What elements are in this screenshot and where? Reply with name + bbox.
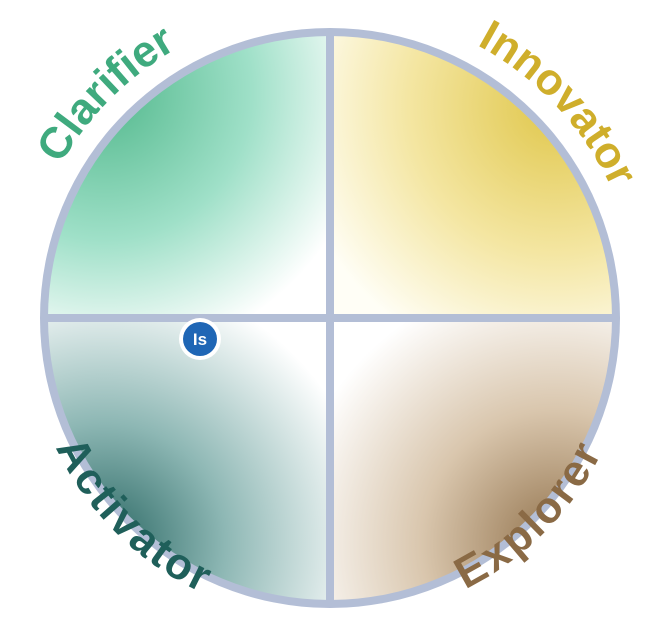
position-marker: Is <box>179 318 221 360</box>
marker-dot <box>183 322 217 356</box>
marker-label: Is <box>193 330 207 349</box>
